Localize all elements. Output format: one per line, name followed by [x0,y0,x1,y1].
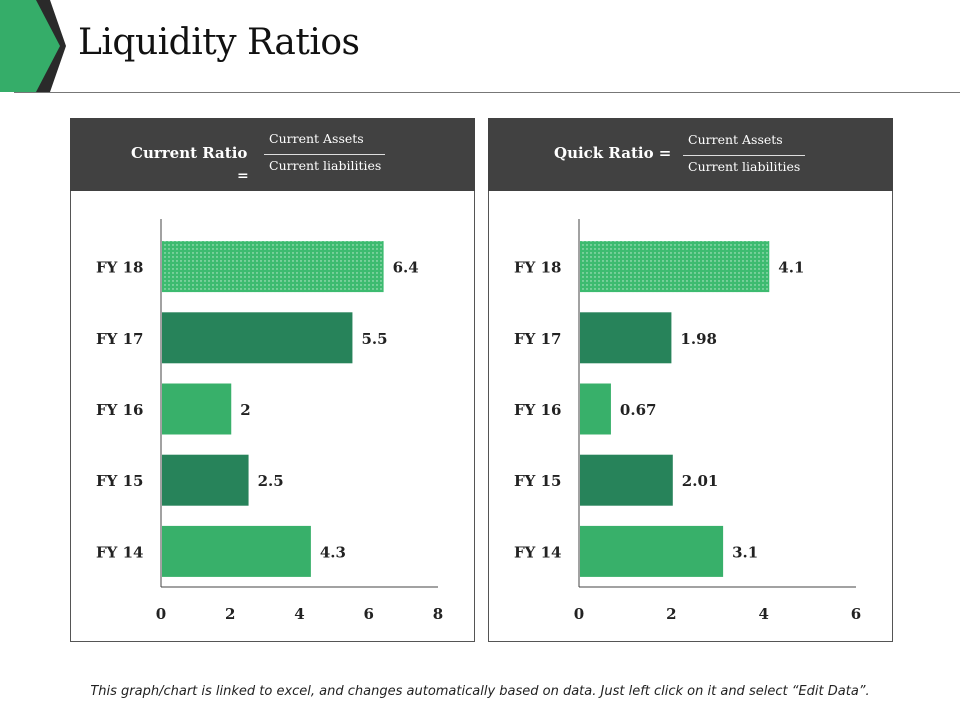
category-label: FY 18 [514,259,561,277]
value-label: 2.01 [682,472,719,490]
category-label: FY 18 [96,259,143,277]
bar-fy-14 [162,525,311,577]
page-title: Liquidity Ratios [78,22,360,63]
bar-fy-14 [580,525,724,577]
current-ratio-panel: Current Ratio = Current Assets Current l… [70,118,475,642]
x-tick-label: 2 [225,605,235,623]
formula-numerator: Current Assets [688,132,783,147]
bar-fy-15 [162,454,249,506]
value-label: 6.4 [393,259,419,277]
x-tick-label: 0 [156,605,166,623]
value-label: 3.1 [732,543,758,561]
current-ratio-chart: FY 18 6.4 FY 17 5.5 FY 16 2 FY 15 2.5 FY 14 4.3 0 2… [96,219,443,623]
category-label: FY 17 [96,330,143,348]
ratio-name: Quick Ratio = [554,144,672,162]
formula-numerator: Current Assets [269,131,364,146]
bar-fy-16 [162,383,232,435]
x-tick-label: 4 [758,605,768,623]
category-label: FY 16 [96,401,143,419]
quick-ratio-header: Quick Ratio = Current Assets Current lia… [488,118,893,191]
category-label: FY 15 [514,472,561,490]
value-label: 2 [240,401,250,419]
fraction-line [683,155,805,156]
x-tick-label: 6 [364,605,374,623]
x-tick-label: 4 [294,605,304,623]
category-label: FY 15 [96,472,143,490]
x-tick-label: 8 [433,605,443,623]
bar-fy-17 [162,312,353,364]
value-label: 4.3 [320,543,346,561]
value-label: 1.98 [680,330,717,348]
equals-sign: = [237,168,249,184]
ratio-name: Current Ratio [131,144,248,162]
bar-fy-17 [580,312,672,364]
value-label: 5.5 [361,330,387,348]
x-tick-label: 2 [666,605,676,623]
bar-fy-18 [580,241,770,293]
title-divider [14,92,960,93]
current-ratio-header: Current Ratio = Current Assets Current l… [70,118,475,191]
formula-denominator: Current liabilities [269,158,382,173]
category-label: FY 17 [514,330,561,348]
arrow-logo-icon [0,0,66,92]
x-tick-label: 0 [574,605,584,623]
category-label: FY 16 [514,401,561,419]
fraction-line [264,154,385,155]
category-label: FY 14 [96,543,143,561]
value-label: 0.67 [620,401,657,419]
bar-fy-15 [580,454,673,506]
value-label: 2.5 [258,472,284,490]
quick-ratio-panel: Quick Ratio = Current Assets Current lia… [488,118,893,642]
formula-denominator: Current liabilities [688,159,801,174]
category-label: FY 14 [514,543,561,561]
bar-fy-16 [580,383,611,435]
quick-ratio-chart: FY 18 4.1 FY 17 1.98 FY 16 0.67 FY 15 2.01 FY 14… [514,219,861,623]
bar-fy-18 [162,241,384,293]
x-tick-label: 6 [851,605,861,623]
value-label: 4.1 [778,259,804,277]
footer-note: This graph/chart is linked to excel, and… [90,684,870,699]
